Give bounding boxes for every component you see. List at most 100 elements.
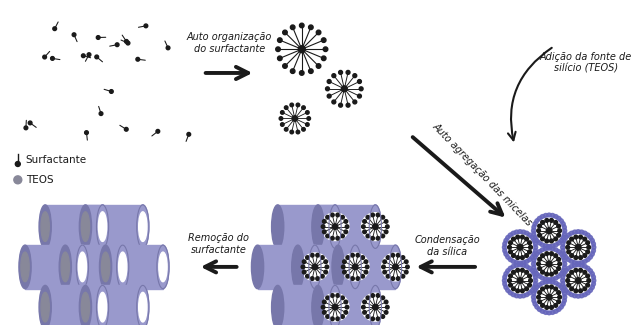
Circle shape [351, 277, 354, 280]
Circle shape [538, 224, 542, 228]
Circle shape [296, 130, 300, 134]
Circle shape [509, 250, 512, 254]
Circle shape [545, 239, 549, 243]
Circle shape [564, 268, 569, 274]
Circle shape [561, 265, 567, 270]
Circle shape [508, 235, 533, 260]
Ellipse shape [39, 285, 51, 327]
Circle shape [306, 123, 309, 126]
Circle shape [572, 263, 578, 268]
Circle shape [517, 230, 522, 235]
Circle shape [533, 255, 538, 260]
Circle shape [529, 254, 535, 259]
Circle shape [316, 253, 319, 257]
Circle shape [550, 276, 555, 281]
Circle shape [372, 224, 378, 229]
Circle shape [366, 215, 370, 219]
Circle shape [345, 225, 349, 229]
Circle shape [51, 57, 54, 60]
Text: Remoção do
surfactante: Remoção do surfactante [188, 233, 249, 255]
Circle shape [557, 233, 560, 237]
Circle shape [590, 245, 595, 250]
Circle shape [547, 310, 552, 315]
Ellipse shape [96, 205, 108, 249]
Circle shape [325, 265, 329, 269]
Circle shape [556, 273, 561, 278]
Circle shape [587, 235, 592, 241]
Circle shape [326, 315, 329, 318]
Ellipse shape [39, 205, 51, 249]
Circle shape [332, 74, 336, 77]
Circle shape [326, 215, 329, 219]
Ellipse shape [81, 212, 90, 241]
Circle shape [396, 277, 400, 280]
Circle shape [586, 274, 590, 278]
Circle shape [302, 128, 305, 131]
Circle shape [365, 265, 369, 269]
Circle shape [144, 24, 147, 28]
Circle shape [285, 106, 288, 110]
Ellipse shape [137, 285, 149, 327]
Circle shape [520, 230, 526, 235]
Circle shape [532, 225, 537, 230]
Circle shape [321, 56, 326, 60]
Circle shape [14, 176, 22, 184]
Circle shape [353, 264, 358, 270]
Circle shape [376, 317, 379, 320]
Polygon shape [45, 285, 103, 327]
Circle shape [508, 256, 513, 262]
Circle shape [85, 131, 88, 134]
Circle shape [362, 225, 365, 229]
Ellipse shape [99, 292, 106, 322]
Circle shape [579, 289, 583, 293]
Circle shape [43, 55, 47, 59]
Circle shape [567, 241, 570, 245]
Circle shape [585, 290, 590, 295]
Circle shape [537, 251, 562, 277]
Circle shape [363, 220, 367, 223]
Circle shape [589, 238, 594, 243]
Circle shape [533, 288, 538, 293]
Circle shape [554, 221, 558, 224]
Ellipse shape [79, 205, 92, 249]
Circle shape [385, 220, 388, 223]
Circle shape [511, 291, 516, 297]
Circle shape [587, 268, 592, 274]
Ellipse shape [76, 245, 88, 289]
Circle shape [566, 290, 572, 295]
Circle shape [72, 33, 76, 37]
Circle shape [312, 264, 318, 270]
Circle shape [506, 235, 511, 241]
Text: Auto agregação das micelas: Auto agregação das micelas [430, 122, 533, 228]
Circle shape [290, 25, 295, 29]
Circle shape [278, 38, 282, 43]
Circle shape [586, 241, 590, 245]
Circle shape [316, 30, 321, 35]
Ellipse shape [272, 205, 284, 249]
Circle shape [345, 305, 349, 309]
Circle shape [525, 270, 528, 274]
Circle shape [512, 287, 515, 291]
Circle shape [308, 69, 313, 74]
Circle shape [387, 274, 390, 278]
Ellipse shape [21, 252, 29, 282]
Circle shape [99, 112, 103, 115]
Circle shape [583, 254, 587, 257]
Circle shape [359, 87, 363, 91]
Ellipse shape [19, 245, 31, 289]
Circle shape [503, 241, 508, 247]
Circle shape [553, 308, 558, 313]
Circle shape [537, 284, 562, 310]
Circle shape [549, 272, 553, 276]
Circle shape [381, 315, 385, 318]
Text: Surfactante: Surfactante [26, 155, 87, 165]
Circle shape [520, 289, 524, 293]
Circle shape [371, 236, 374, 240]
Ellipse shape [329, 205, 341, 249]
Circle shape [582, 265, 587, 270]
Circle shape [557, 267, 560, 270]
Circle shape [582, 258, 587, 264]
Circle shape [546, 228, 552, 233]
Circle shape [564, 235, 569, 241]
Polygon shape [278, 205, 335, 249]
